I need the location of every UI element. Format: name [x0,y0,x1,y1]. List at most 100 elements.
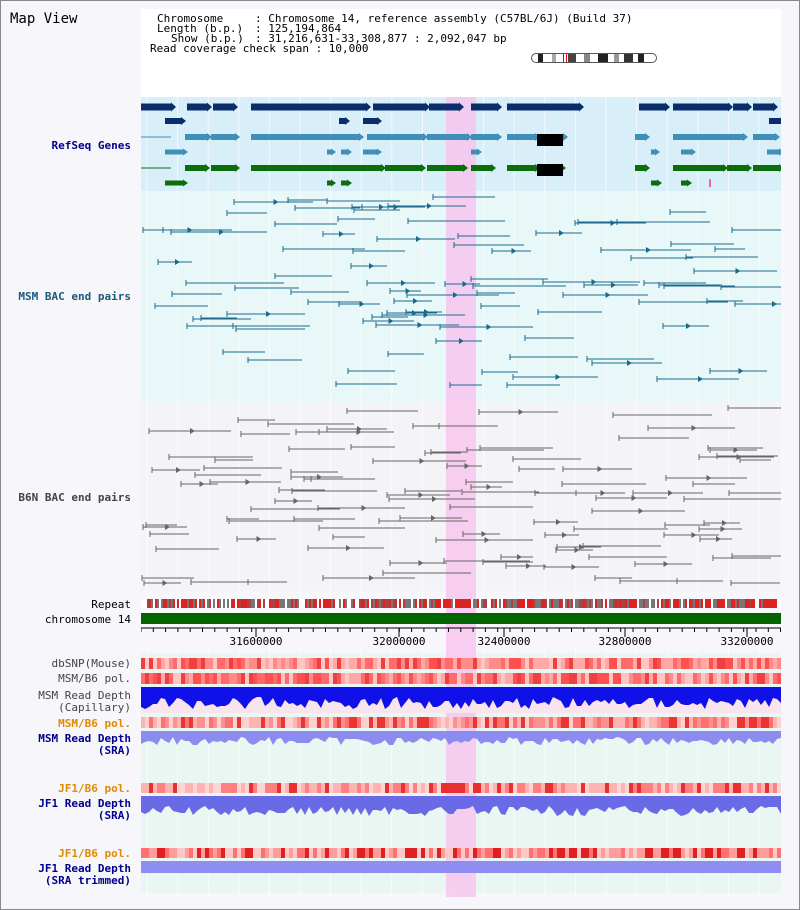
repeat-element [359,599,361,608]
msm-pol-cell [245,673,249,684]
jf1-pol-cell [341,783,345,793]
chromosome-key: Chromosome [157,12,224,25]
dbsnp-cell [741,658,745,669]
jf1-pol2-cell [245,848,249,858]
jf1-pol-cell [649,783,653,793]
track-label-msm-pol-2: MSM/B6 pol. [58,717,131,730]
msm-bac-pair-arrow [646,247,651,253]
dbsnp-cell [361,658,365,669]
exon-cluster [537,164,563,176]
b6n-bac-pair-arrow [562,532,567,538]
jf1-pol-cell [337,783,341,793]
dbsnp-cell [749,658,753,669]
jf1-pol-cell [749,783,753,793]
msm-pol-cell [189,673,193,684]
repeat-element [447,599,449,608]
jf1-depth-sra [141,796,781,816]
track-label-refseq-genes[interactable]: RefSeq Genes [51,139,131,152]
msm-pol2-cell [185,717,189,728]
repeat-element [247,599,249,608]
jf1-pol-cell [465,783,469,793]
jf1-pol2-cell [417,848,421,858]
track-label-b6n-bac[interactable]: B6N BAC end pairs [18,491,131,504]
dbsnp-cell [189,658,193,669]
jf1-pol2-cell [589,848,593,858]
msm-pol2-cell [649,717,653,728]
dbsnp-cell [677,658,681,669]
chromosome-ideogram[interactable] [531,53,657,63]
repeat-element [463,599,465,608]
repeat-element [533,599,535,608]
jf1-pol-cell [449,783,453,793]
jf1-pol2-cell [317,848,321,858]
msm-pol2-cell [285,717,289,728]
track-label-msm-depth-sra: MSM Read Depth [38,732,131,745]
gene-strand-arrow [235,133,240,141]
repeat-element [567,599,569,608]
repeat-element [207,599,209,608]
repeat-element [629,599,631,608]
msm-pol-cell [325,673,329,684]
jf1-pol2-cell [449,848,453,858]
msm-pol-cell [645,673,649,684]
dbsnp-cell [457,658,461,669]
repeat-element [693,599,695,608]
gene-feature [769,118,781,124]
jf1-pol2-cell [209,848,213,858]
b6n-bac-pair-arrow [199,481,205,487]
dbsnp-cell [725,658,729,669]
repeat-element [147,599,149,608]
gene-feature [385,165,421,171]
repeat-element [249,599,251,608]
msm-pol2-cell [269,717,273,728]
gene-feature [651,180,657,186]
msm-pol2-cell [405,717,409,728]
jf1-pol-cell [565,783,569,793]
jf1-pol-cell [665,783,669,793]
track-label-msm-bac[interactable]: MSM BAC end pairs [18,290,131,303]
repeat-element [439,599,441,608]
repeat-element [491,599,493,608]
track-label-msm-pol-1: MSM/B6 pol. [58,672,131,685]
jf1-pol-cell [517,783,521,793]
genome-tracks-area[interactable]: 31600000 32000000 32400000 32800000 33200000 [141,97,781,897]
msm-pol-cell [469,673,473,684]
axis-tick-label: 32400000 [478,635,531,648]
repeat-element [483,599,485,608]
msm-pol2-cell [153,717,157,728]
gene-feature [341,180,347,186]
repeat-element [665,599,667,608]
jf1-pol2-cell [393,848,397,858]
repeat-element [263,599,265,608]
jf1-pol-cell [269,783,273,793]
msm-bac-pair-arrow [401,280,406,286]
repeat-element [311,599,313,608]
msm-pol2-cell [765,717,769,728]
gene-feature [673,165,723,171]
dbsnp-cell [777,658,781,669]
jf1-pol2-cell [657,848,661,858]
msm-pol2-cell [177,717,181,728]
msm-pol-cell [737,673,741,684]
repeat-element [291,599,293,608]
dbsnp-cell [249,658,253,669]
jf1-pol2-cell [397,848,401,858]
jf1-pol2-cell [733,848,737,858]
tracks-canvas[interactable]: 31600000 32000000 32400000 32800000 33200000 [141,97,781,897]
repeat-element [431,599,433,608]
dbsnp-cell [377,658,381,669]
gene-feature [251,165,381,171]
msm-pol2-cell [589,717,593,728]
repeat-element [425,599,427,608]
jf1-pol2-cell [153,848,157,858]
jf1-pol-cell [177,783,181,793]
ideogram-position-marker[interactable] [563,54,567,62]
jf1-pol-cell [573,783,577,793]
track-label-jf1-pol-2: JF1/B6 pol. [58,847,131,860]
repeat-element [375,599,377,608]
gene-strand-arrow [463,164,468,172]
repeat-element [151,599,153,608]
msm-pol2-cell [257,717,261,728]
gene-feature [681,149,691,155]
msm-pol2-cell [453,717,457,728]
